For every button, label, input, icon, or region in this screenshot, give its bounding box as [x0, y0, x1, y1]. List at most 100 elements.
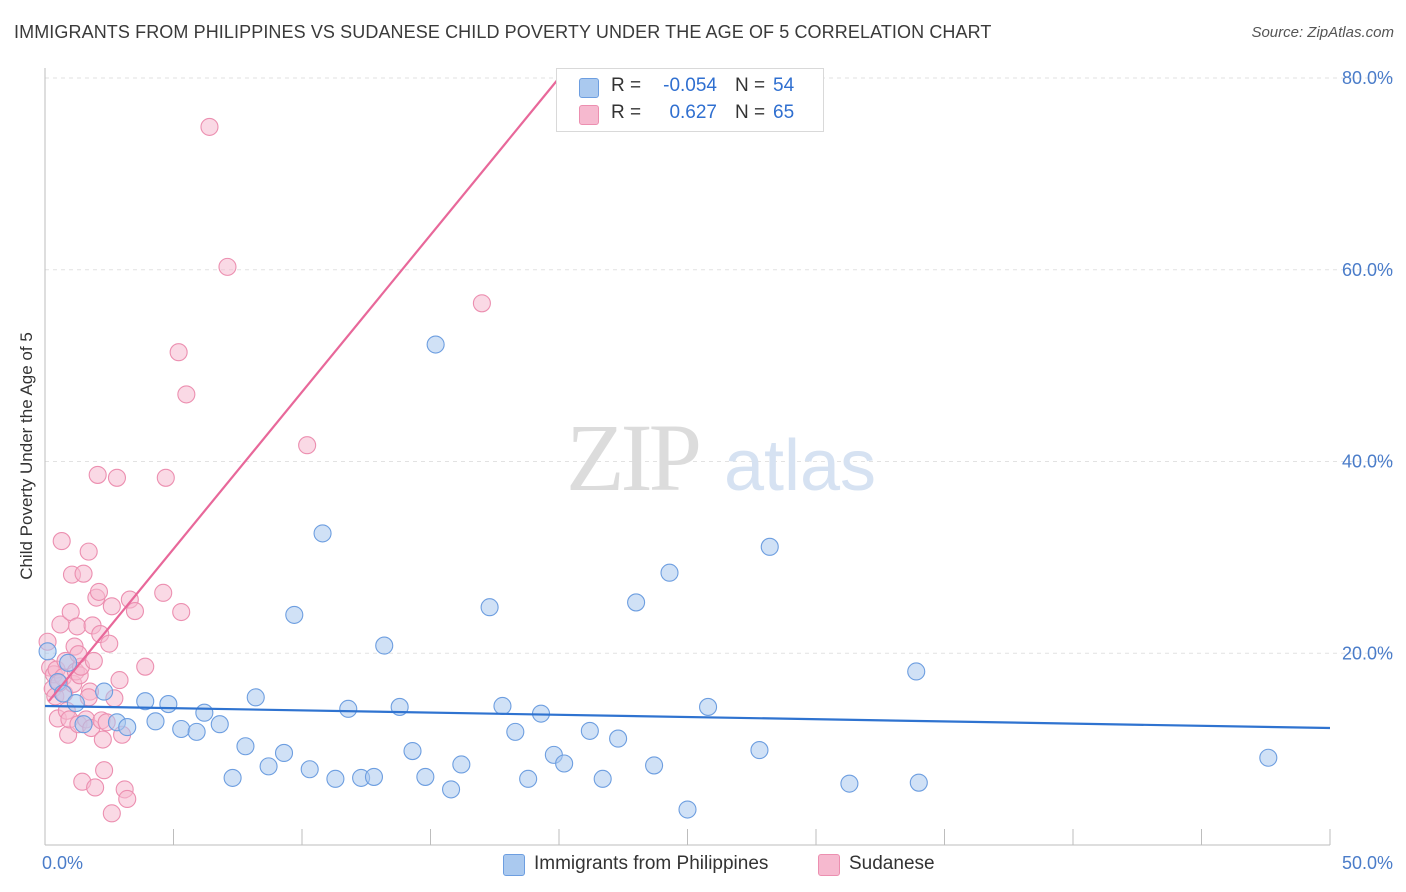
philippines-point[interactable] [118, 718, 137, 737]
sudanese-point[interactable] [68, 617, 87, 636]
philippines-point[interactable] [555, 754, 574, 773]
n-value: 54 [773, 75, 795, 96]
x-tick-label-max: 50.0% [1342, 853, 1393, 873]
sudanese-point[interactable] [136, 657, 155, 676]
philippines-point[interactable] [909, 773, 928, 792]
philippines-point[interactable] [210, 715, 229, 734]
n-label: N = [735, 102, 766, 123]
chart-title: IMMIGRANTS FROM PHILIPPINES VS SUDANESE … [14, 22, 992, 42]
philippines-point[interactable] [907, 662, 926, 681]
philippines-point[interactable] [364, 767, 384, 786]
n-value: 65 [773, 102, 795, 123]
philippines-point[interactable] [38, 642, 57, 661]
philippines-point[interactable] [66, 694, 85, 713]
sudanese-point[interactable] [84, 651, 103, 670]
sudanese-point[interactable] [218, 257, 237, 276]
philippines-point[interactable] [452, 755, 471, 774]
legend-label: Immigrants from Philippines [534, 853, 769, 874]
philippines-point[interactable] [480, 598, 499, 617]
sudanese-point[interactable] [95, 761, 114, 780]
sudanese-point[interactable] [125, 602, 144, 621]
sudanese-point[interactable] [172, 602, 191, 622]
philippines-point[interactable] [259, 757, 278, 776]
philippines-point[interactable] [326, 769, 345, 788]
sudanese-point[interactable] [107, 468, 127, 487]
philippines-point[interactable] [313, 524, 332, 543]
tick-labels: 20.0% 40.0% 60.0% 80.0% 0.0% 50.0% [42, 68, 1393, 873]
philippines-point[interactable] [493, 696, 512, 716]
philippines-point[interactable] [375, 636, 394, 655]
sudanese-point[interactable] [52, 532, 71, 551]
philippines-point[interactable] [223, 768, 242, 787]
r-value: 0.627 [669, 102, 717, 123]
philippines-point[interactable] [627, 593, 646, 612]
philippines-point[interactable] [1259, 748, 1278, 767]
philippines-point[interactable] [146, 712, 165, 731]
philippines-point[interactable] [95, 682, 114, 701]
philippines-point[interactable] [236, 737, 255, 756]
philippines-point[interactable] [840, 774, 859, 793]
sudanese-point[interactable] [79, 542, 98, 561]
philippines-point[interactable] [645, 756, 664, 775]
sudanese-point[interactable] [86, 778, 105, 797]
philippines-point[interactable] [74, 715, 93, 734]
sudanese-point[interactable] [89, 582, 109, 601]
philippines-point[interactable] [59, 653, 78, 672]
r-label: R = [611, 75, 642, 96]
philippines-point[interactable] [159, 695, 178, 714]
sudanese-point[interactable] [74, 564, 93, 583]
sudanese-point[interactable] [154, 583, 173, 602]
watermark-atlas: atlas [724, 426, 876, 506]
sudanese-point[interactable] [118, 789, 137, 809]
philippines-point[interactable] [136, 692, 155, 711]
axes [44, 68, 1331, 846]
r-label: R = [611, 102, 642, 123]
sudanese-point[interactable] [298, 436, 317, 455]
philippines-point[interactable] [609, 729, 628, 748]
trendlines [44, 77, 1331, 730]
philippines-point[interactable] [274, 743, 294, 763]
philippines-point[interactable] [285, 605, 304, 624]
philippines-point[interactable] [442, 780, 461, 799]
philippines-point[interactable] [416, 767, 435, 786]
sudanese-point[interactable] [88, 465, 107, 484]
y-tick-label: 60.0% [1342, 260, 1393, 280]
sudanese-point[interactable] [169, 343, 188, 362]
sudanese-points [38, 117, 491, 823]
sudanese-trendline [48, 77, 560, 702]
philippines-point[interactable] [506, 722, 525, 741]
sudanese-point[interactable] [93, 730, 112, 749]
philippines-point[interactable] [750, 741, 769, 760]
philippines-point[interactable] [760, 537, 779, 556]
philippines-points [38, 335, 1278, 819]
sudanese-point[interactable] [200, 117, 219, 136]
sudanese-point[interactable] [177, 385, 196, 404]
philippines-point[interactable] [519, 769, 538, 788]
sudanese-point[interactable] [102, 597, 121, 616]
sudanese-point[interactable] [110, 671, 129, 690]
sudanese-point[interactable] [472, 294, 491, 313]
y-tick-label: 20.0% [1342, 643, 1393, 663]
philippines-point[interactable] [580, 721, 599, 740]
philippines-swatch [579, 78, 599, 98]
philippines-legend-swatch [503, 854, 525, 876]
philippines-point[interactable] [300, 760, 319, 779]
n-label: N = [735, 75, 766, 96]
sudanese-point[interactable] [102, 804, 121, 823]
philippines-point[interactable] [699, 697, 718, 716]
philippines-point[interactable] [339, 699, 358, 718]
philippines-point[interactable] [593, 769, 612, 788]
philippines-point[interactable] [403, 741, 422, 761]
philippines-point[interactable] [678, 800, 697, 819]
sudanese-legend-swatch [818, 854, 840, 876]
philippines-point[interactable] [426, 335, 445, 354]
philippines-point[interactable] [195, 703, 214, 722]
philippines-point[interactable] [187, 722, 206, 741]
sudanese-point[interactable] [156, 468, 175, 487]
philippines-point[interactable] [660, 563, 679, 582]
philippines-point[interactable] [172, 719, 191, 739]
sudanese-swatch [579, 105, 599, 125]
y-tick-label: 40.0% [1342, 452, 1393, 472]
sudanese-point[interactable] [100, 634, 119, 653]
philippines-point[interactable] [246, 688, 265, 707]
